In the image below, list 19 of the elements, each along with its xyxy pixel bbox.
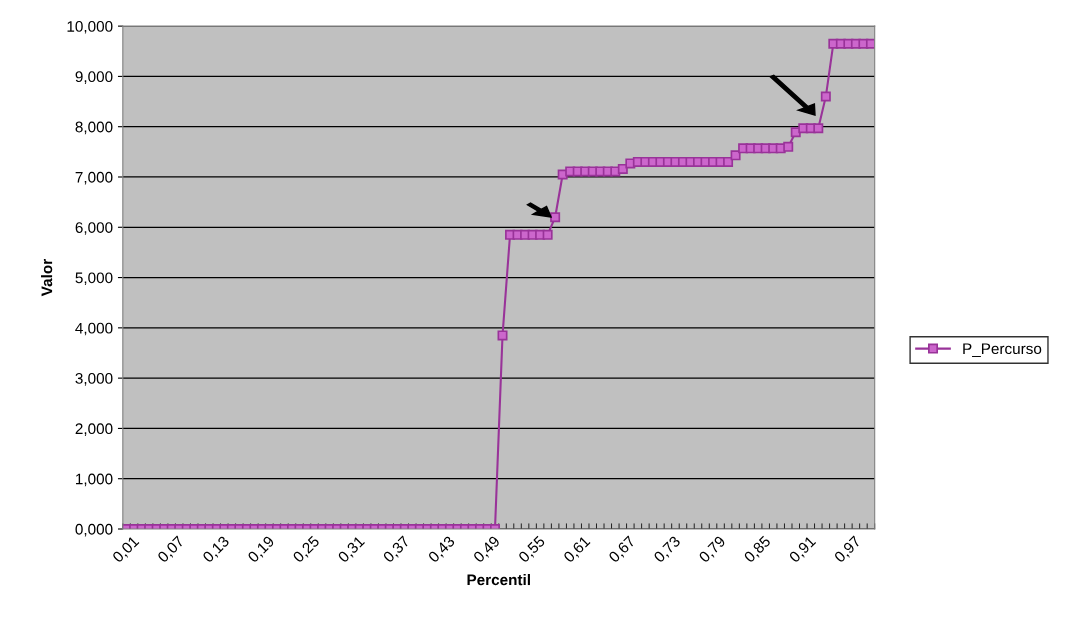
y-tick-label: 0,000 <box>75 523 113 537</box>
y-tick-label: 7,000 <box>75 171 113 185</box>
y-tick-label: 1,000 <box>76 473 113 487</box>
y-tick-label: 3,000 <box>75 373 113 386</box>
x-tick-label: 0,01 <box>111 535 141 565</box>
legend-label: P_Percurso <box>963 343 1042 357</box>
x-tick-label: 0,79 <box>698 535 728 565</box>
x-tick-label: 0,31 <box>337 535 367 565</box>
y-tick-label: 6,000 <box>75 222 113 235</box>
y-axis-title: Valor <box>41 259 53 297</box>
y-tick-label: 10,000 <box>67 20 113 34</box>
y-tick-label: 9,000 <box>75 71 113 84</box>
y-tick-label: 8,000 <box>75 121 113 135</box>
y-tick-label: 4,000 <box>75 322 113 336</box>
x-axis-title: Percentil <box>467 573 530 586</box>
x-tick-label: 0,61 <box>562 535 592 565</box>
y-tick-label: 2,000 <box>75 423 113 436</box>
y-tick-label: 5,000 <box>75 272 113 286</box>
x-tick-label: 0,91 <box>788 535 818 565</box>
